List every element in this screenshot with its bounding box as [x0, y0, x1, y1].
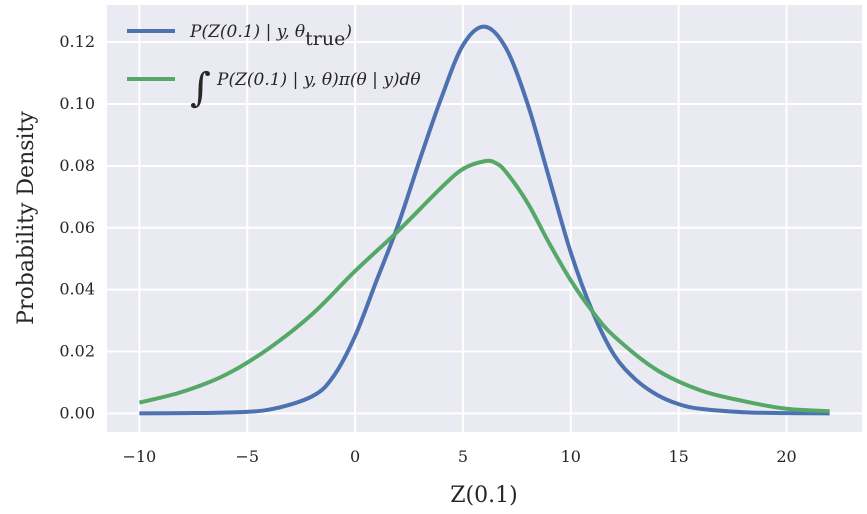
y-tick-label: 0.04 [59, 280, 95, 299]
legend-label-series-1-close: ) [344, 22, 352, 42]
y-tick-label: 0.08 [59, 156, 95, 175]
x-axis-label: Z(0.1) [450, 483, 517, 508]
y-tick-label: 0.10 [59, 94, 95, 113]
x-tick-label: 20 [776, 447, 796, 466]
x-tick-labels: −10 −5 0 5 10 15 20 [122, 447, 796, 466]
x-tick-label: 10 [561, 447, 581, 466]
series-line-1 [139, 24, 830, 416]
x-tick-label: 0 [350, 447, 360, 466]
legend-label-series-1-main: P(Z(0.1) | y, θ [189, 22, 305, 42]
legend-label-series-1: P(Z(0.1) | y, θtrue) [189, 22, 352, 50]
legend: P(Z(0.1) | y, θtrue) ∫ P(Z(0.1) | y, θ)π… [127, 22, 421, 111]
y-tick-label: 0.02 [59, 342, 95, 361]
y-tick-label: 0.06 [59, 218, 95, 237]
y-tick-label: 0.00 [59, 403, 95, 422]
x-tick-label: 5 [458, 447, 468, 466]
x-tick-label: −5 [235, 447, 259, 466]
legend-label-series-1-subscript: true [305, 28, 345, 50]
x-tick-label: −10 [122, 447, 156, 466]
y-tick-labels: 0.00 0.02 0.04 0.06 0.08 0.10 0.12 [59, 32, 95, 422]
x-tick-label: 15 [668, 447, 688, 466]
legend-label-series-2: P(Z(0.1) | y, θ)π(θ | y)dθ [216, 70, 421, 90]
y-tick-label: 0.12 [59, 32, 95, 51]
legend-integral-symbol: ∫ [190, 65, 211, 111]
y-axis-label: Probability Density [14, 111, 39, 325]
series-line-2 [138, 158, 830, 414]
plot-area [107, 5, 862, 432]
series-group [138, 24, 830, 416]
